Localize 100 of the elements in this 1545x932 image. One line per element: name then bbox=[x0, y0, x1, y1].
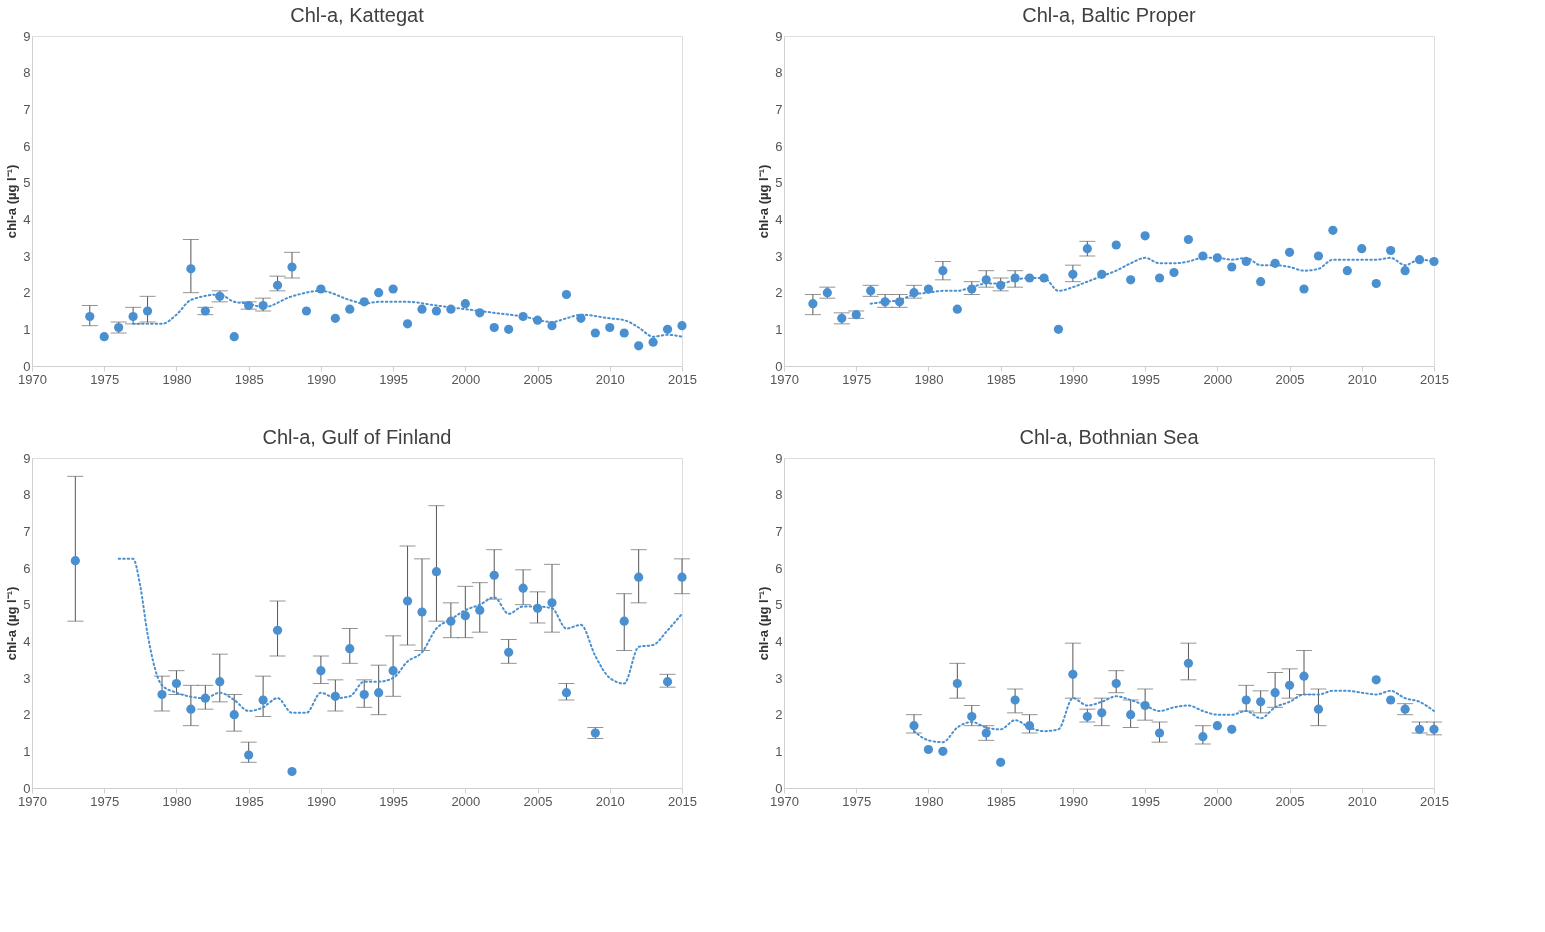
point bbox=[1068, 269, 1078, 279]
point bbox=[605, 322, 615, 333]
point bbox=[808, 299, 818, 309]
y-tick-label: 3 bbox=[775, 248, 783, 264]
point bbox=[909, 721, 919, 731]
point bbox=[1270, 688, 1280, 698]
point bbox=[417, 304, 427, 314]
point bbox=[1256, 277, 1266, 287]
x-tick-label: 2015 bbox=[668, 793, 697, 809]
y-tick-label: 1 bbox=[775, 321, 783, 337]
point bbox=[619, 328, 629, 338]
point bbox=[258, 695, 268, 705]
point bbox=[648, 337, 658, 347]
point bbox=[186, 704, 196, 714]
x-tick-label: 2010 bbox=[1347, 793, 1377, 809]
x-tick-label: 1970 bbox=[18, 793, 47, 809]
y-tick-label: 2 bbox=[775, 707, 783, 723]
y-tick-label: 7 bbox=[23, 101, 31, 117]
point bbox=[431, 567, 442, 577]
point bbox=[402, 596, 413, 606]
x-tick-label: 2005 bbox=[1275, 793, 1305, 809]
x-tick-label: 1980 bbox=[162, 793, 192, 809]
chart-title: Chl-a, Gulf of Finland bbox=[262, 426, 452, 448]
x-tick-label: 2000 bbox=[1203, 793, 1233, 809]
y-tick-label: 0 bbox=[775, 780, 783, 796]
y-tick-label: 2 bbox=[775, 285, 783, 301]
point bbox=[489, 570, 499, 580]
point bbox=[272, 625, 283, 635]
y-tick-label: 9 bbox=[23, 450, 31, 466]
point bbox=[1212, 721, 1222, 731]
point bbox=[1256, 697, 1266, 707]
point bbox=[967, 711, 977, 722]
x-tick-label: 2010 bbox=[595, 371, 625, 387]
y-axis-title: chl-a (µg l⁻¹) bbox=[4, 164, 20, 239]
x-tick-label: 2010 bbox=[595, 793, 625, 809]
point bbox=[1154, 273, 1165, 283]
point bbox=[431, 306, 442, 316]
y-tick-label: 4 bbox=[23, 211, 31, 227]
point bbox=[301, 306, 312, 316]
point bbox=[677, 572, 687, 582]
point bbox=[345, 644, 355, 654]
y-tick-label: 4 bbox=[775, 211, 783, 227]
point bbox=[518, 583, 528, 593]
point bbox=[634, 341, 644, 351]
point bbox=[388, 666, 398, 676]
point bbox=[475, 605, 485, 615]
point bbox=[1154, 728, 1165, 738]
y-tick-label: 1 bbox=[775, 743, 783, 759]
point bbox=[287, 262, 297, 272]
point bbox=[1284, 680, 1295, 690]
x-tick-label: 1990 bbox=[306, 793, 336, 809]
point bbox=[952, 678, 962, 689]
y-tick-label: 1 bbox=[23, 321, 31, 337]
y-tick-label: 5 bbox=[775, 597, 783, 613]
point bbox=[287, 766, 297, 777]
point bbox=[938, 746, 948, 756]
x-tick-label: 2015 bbox=[1420, 793, 1449, 809]
x-tick-label: 2015 bbox=[668, 371, 697, 387]
y-tick-label: 7 bbox=[775, 523, 783, 539]
x-tick-label: 1985 bbox=[234, 793, 264, 809]
point bbox=[1342, 266, 1352, 276]
point bbox=[128, 311, 138, 322]
y-tick-label: 7 bbox=[775, 101, 783, 117]
x-tick-label: 2010 bbox=[1347, 371, 1377, 387]
point bbox=[662, 324, 673, 334]
y-axis-title: chl-a (µg l⁻¹) bbox=[756, 586, 772, 661]
point bbox=[1183, 234, 1194, 245]
y-tick-label: 7 bbox=[23, 523, 31, 539]
point bbox=[489, 322, 499, 333]
y-tick-label: 2 bbox=[23, 707, 31, 723]
chart-title: Chl-a, Baltic Proper bbox=[1022, 4, 1197, 26]
point bbox=[590, 728, 600, 738]
y-tick-label: 0 bbox=[775, 358, 783, 374]
point bbox=[851, 310, 861, 320]
point bbox=[200, 306, 210, 316]
y-tick-label: 5 bbox=[23, 597, 31, 613]
x-tick-label: 1985 bbox=[986, 371, 1016, 387]
point bbox=[330, 313, 340, 323]
x-tick-label: 1970 bbox=[770, 371, 799, 387]
point bbox=[114, 322, 124, 333]
x-tick-label: 1975 bbox=[842, 371, 872, 387]
point bbox=[374, 688, 384, 698]
y-tick-label: 6 bbox=[775, 138, 783, 154]
y-tick-label: 8 bbox=[775, 65, 783, 81]
point bbox=[171, 678, 182, 689]
point bbox=[561, 289, 572, 300]
point bbox=[1400, 266, 1410, 276]
point bbox=[996, 757, 1006, 767]
x-tick-label: 1975 bbox=[90, 371, 120, 387]
point bbox=[590, 328, 600, 338]
point bbox=[1126, 275, 1136, 285]
point bbox=[1313, 251, 1324, 261]
chart-title: Chl-a, Kattegat bbox=[290, 4, 425, 26]
chart-title: Chl-a, Bothnian Sea bbox=[1019, 426, 1200, 448]
x-tick-label: 1995 bbox=[1131, 793, 1161, 809]
point bbox=[1097, 708, 1107, 718]
point bbox=[1386, 695, 1396, 705]
point bbox=[1198, 732, 1208, 742]
x-tick-label: 2000 bbox=[451, 793, 481, 809]
point bbox=[1386, 245, 1396, 256]
